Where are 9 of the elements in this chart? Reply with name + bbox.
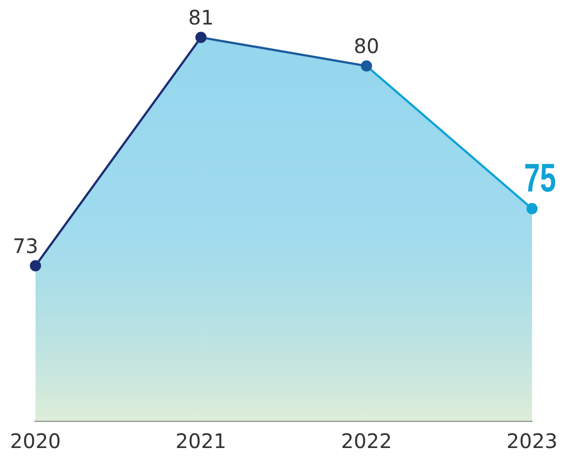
point bbox=[30, 260, 42, 272]
data-label: 80 bbox=[354, 34, 380, 58]
x-tick-label: 2022 bbox=[341, 429, 392, 454]
x-tick-label: 2021 bbox=[176, 429, 226, 454]
data-label: 81 bbox=[188, 6, 214, 30]
data-label: 73 bbox=[12, 234, 38, 258]
x-tick-label: 2023 bbox=[506, 429, 558, 454]
x-tick-label: 2020 bbox=[10, 429, 61, 454]
data-label: 75 bbox=[524, 156, 556, 201]
